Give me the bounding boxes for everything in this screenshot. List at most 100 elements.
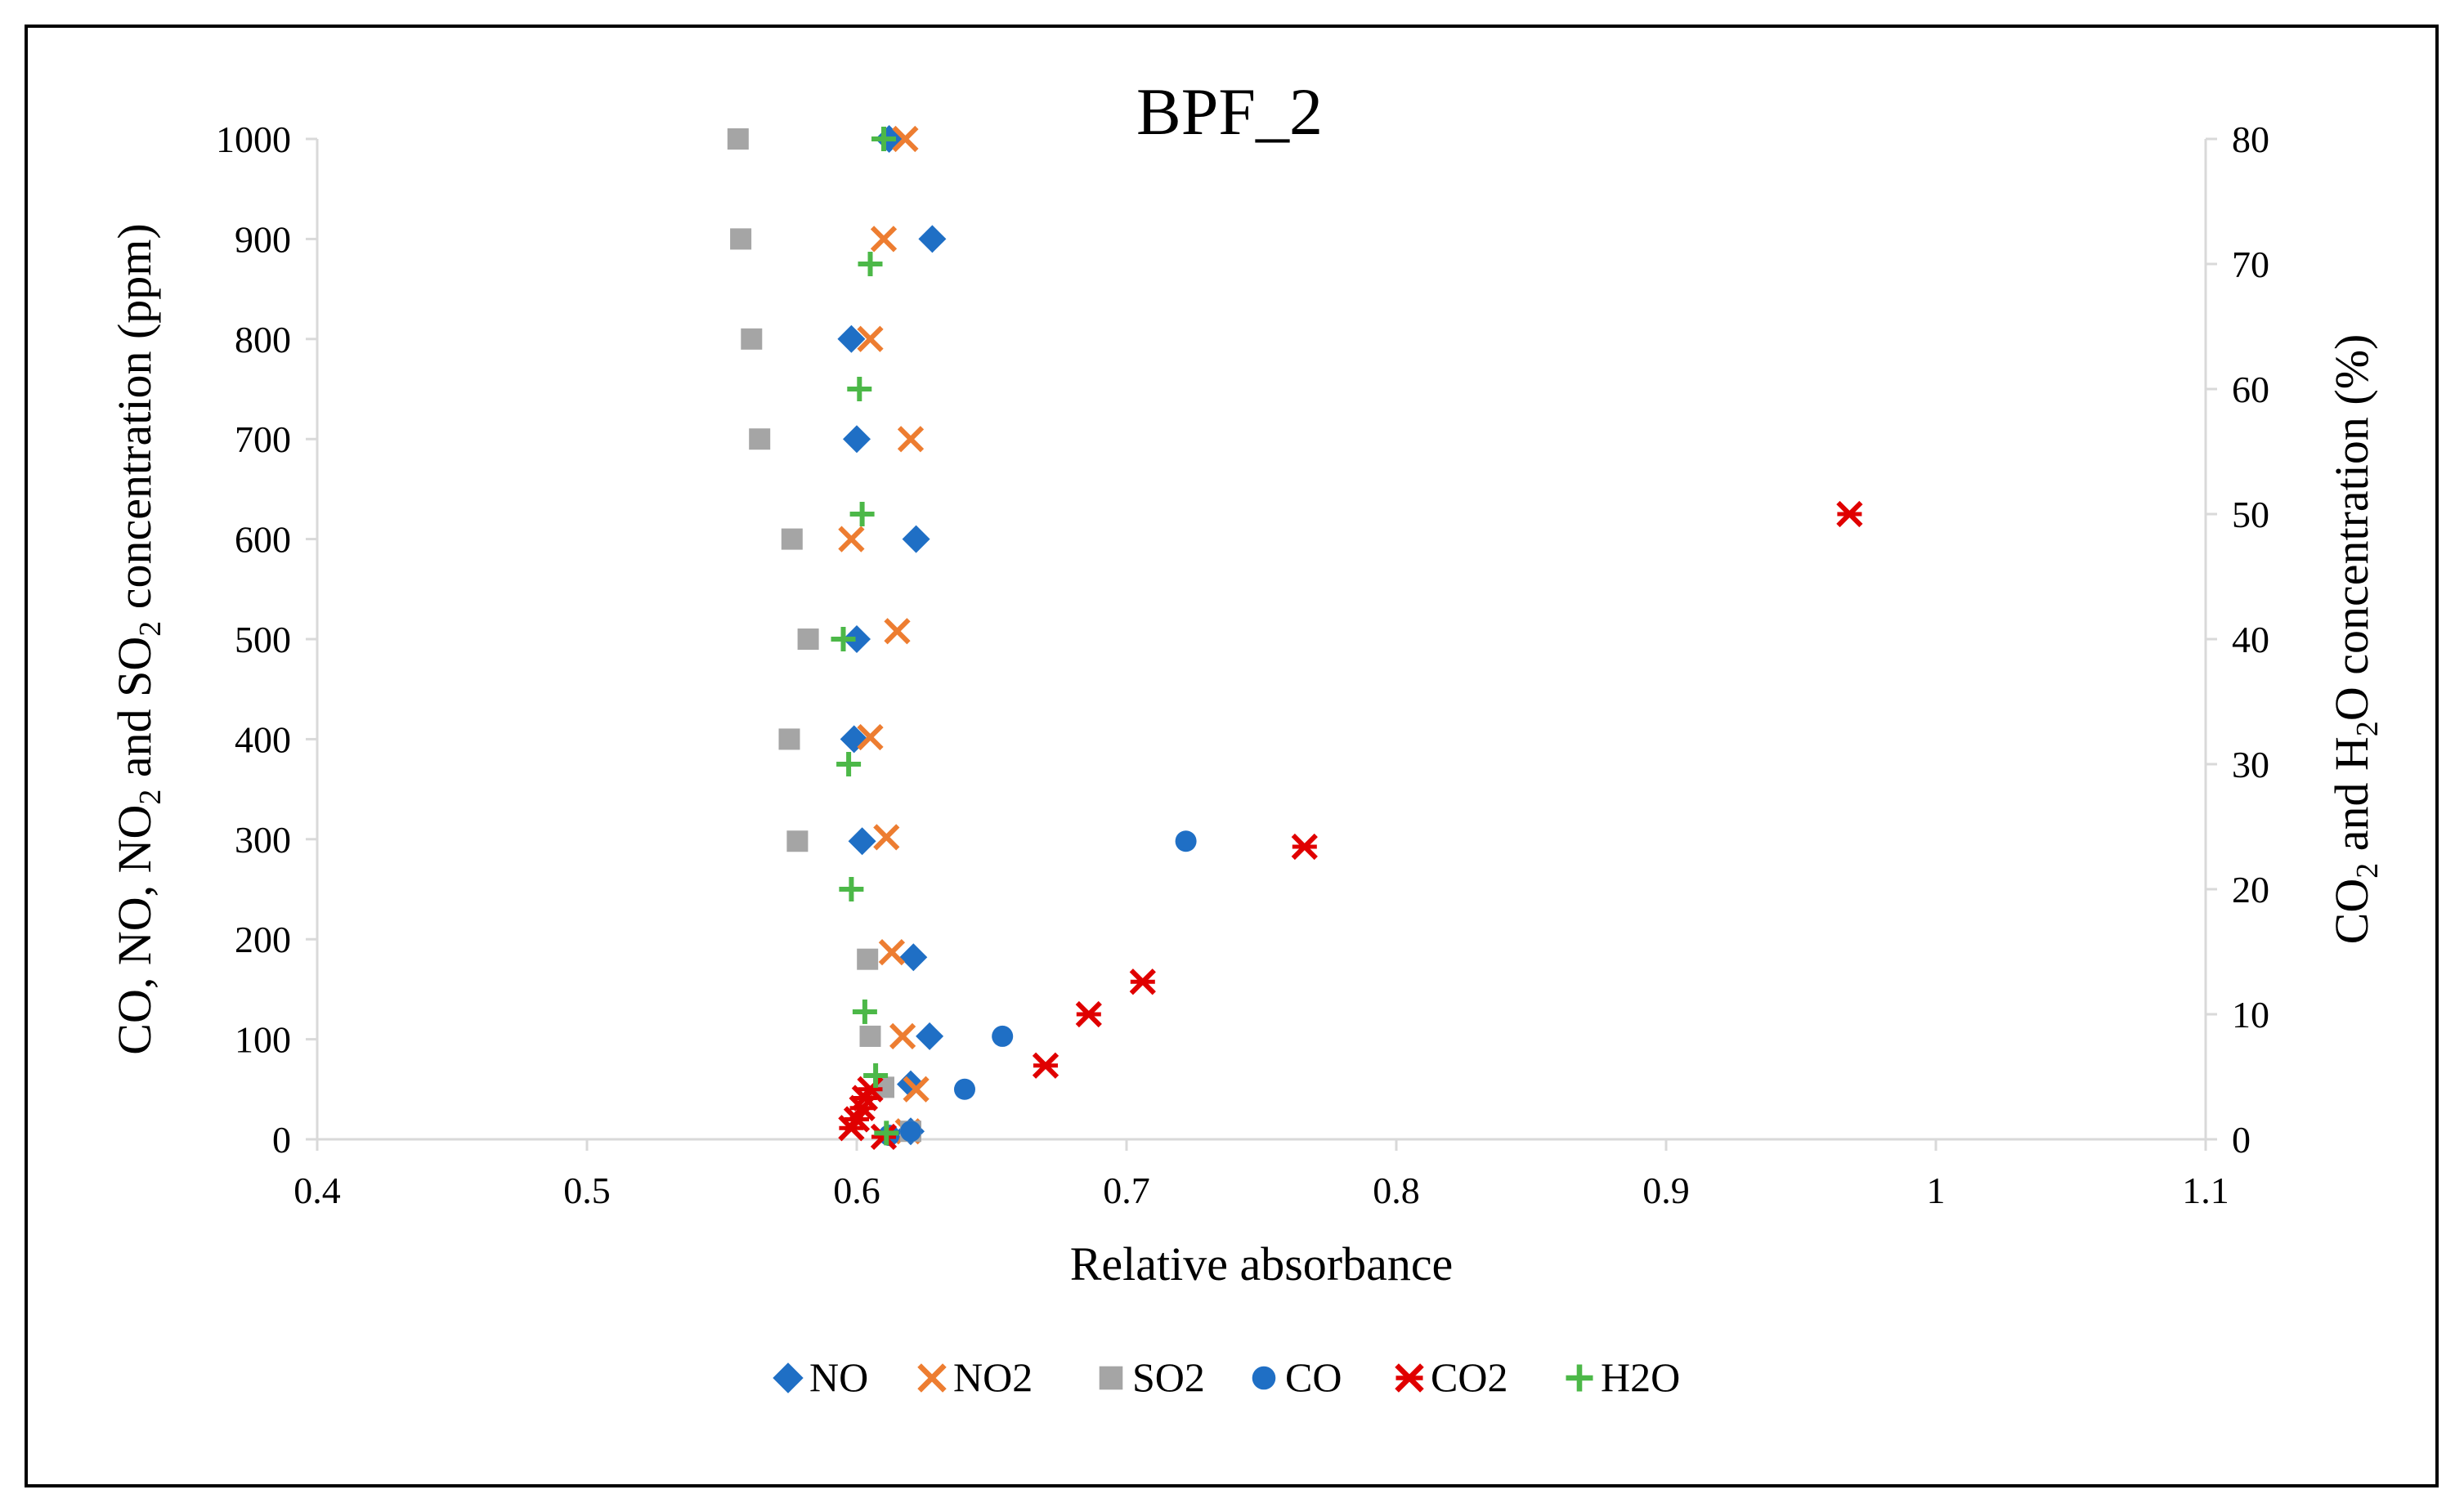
data-point-co2 (1075, 1000, 1102, 1028)
square-marker (778, 728, 800, 750)
square-marker (727, 128, 749, 150)
diamond-marker (902, 525, 930, 553)
data-point-so2 (781, 528, 803, 550)
circle-marker (900, 1121, 921, 1143)
axis-title-segment: concentration (ppm) (108, 223, 161, 620)
y-tick-label: 600 (235, 519, 291, 561)
x-tick-label: 1 (1927, 1170, 1946, 1211)
diamond-marker (899, 943, 928, 972)
data-point-no2 (873, 824, 900, 851)
x-marker-stroke (857, 325, 884, 352)
data-point-no (837, 324, 866, 353)
data-point-co2 (838, 1115, 865, 1142)
axis-title-segment: O concentration (%) (2325, 334, 2378, 721)
legend-item-so2: SO2 (1099, 1354, 1205, 1400)
square-marker (786, 830, 809, 852)
axis-title-segment: CO, NO, NO (108, 805, 161, 1055)
x-tick-label: 1.1 (2182, 1170, 2229, 1211)
axis-title-segment: and H (2325, 736, 2378, 863)
y2-axis-title: CO2 and H2O concentration (%) (2325, 334, 2385, 945)
x-marker-stroke (884, 618, 911, 645)
diamond-marker (916, 1022, 944, 1050)
legend-item-no2: NO2 (917, 1354, 1033, 1400)
x-marker-stroke (892, 125, 919, 153)
legend-item-co2: CO2 (1395, 1354, 1507, 1400)
y2-tick-label: 30 (2232, 744, 2269, 785)
axis-title-segment: CO (2325, 879, 2378, 945)
data-point-co (1175, 830, 1197, 852)
legend-marker-h2o (1566, 1364, 1593, 1392)
square-marker (730, 228, 752, 250)
y-axis-title: CO, NO, NO2 and SO2 concentration (ppm) (108, 223, 168, 1054)
subscript: 2 (133, 790, 168, 805)
x-marker-stroke (870, 226, 898, 253)
data-point-co2 (1032, 1052, 1060, 1079)
data-point-h2o (836, 752, 862, 776)
subscript: 2 (133, 621, 168, 637)
legend: NO NO2 SO2 CO CO2 H2O (773, 1354, 1680, 1400)
legend-item-no: NO (773, 1354, 868, 1400)
square-marker (859, 1025, 881, 1047)
data-point-co2 (1129, 968, 1156, 995)
data-point-co2 (870, 1123, 898, 1151)
data-point-co (954, 1078, 975, 1100)
square-marker (857, 948, 879, 970)
data-point-so2 (857, 948, 879, 970)
circle-marker (954, 1078, 975, 1100)
data-point-no2 (870, 226, 898, 253)
y2-tick-label: 50 (2232, 494, 2269, 535)
diamond-marker (773, 1362, 804, 1393)
legend-marker-co (1252, 1366, 1276, 1390)
x-marker-stroke (889, 1022, 916, 1050)
diamond-marker (837, 324, 866, 353)
legend-item-h2o: H2O (1566, 1354, 1680, 1400)
square-marker (781, 528, 803, 550)
data-point-h2o (839, 877, 864, 901)
x-marker-stroke (897, 426, 925, 453)
legend-marker-co2 (1395, 1363, 1424, 1393)
data-point-co2 (1291, 833, 1318, 861)
chart-title: BPF_2 (1136, 74, 1323, 149)
data-point-no2 (878, 938, 906, 966)
legend-marker-no (773, 1362, 804, 1393)
legend-label: SO2 (1132, 1354, 1205, 1400)
legend-label: CO2 (1431, 1354, 1507, 1400)
y-tick-label: 300 (235, 819, 291, 861)
diamond-marker (848, 827, 876, 856)
data-point-so2 (786, 830, 809, 852)
x-marker-stroke (917, 1363, 947, 1393)
subscript: 2 (2350, 721, 2385, 736)
data-point-h2o (858, 252, 883, 276)
y2-tick-label: 20 (2232, 869, 2269, 910)
axes (306, 137, 2217, 1151)
x-tick-label: 0.4 (293, 1170, 341, 1211)
data-point-co (900, 1121, 921, 1143)
data-point-no2 (889, 1022, 916, 1050)
legend-marker-so2 (1099, 1366, 1123, 1390)
circle-marker (992, 1025, 1014, 1047)
y2-tick-label: 40 (2232, 619, 2269, 660)
data-point-no (916, 1022, 944, 1050)
y-tick-label: 900 (235, 218, 291, 260)
diamond-marker (843, 625, 871, 653)
square-marker (741, 328, 763, 350)
x-tick-label: 0.9 (1642, 1170, 1690, 1211)
legend-item-co: CO (1252, 1354, 1342, 1400)
y-tick-label: 400 (235, 718, 291, 760)
legend-label: CO (1285, 1354, 1342, 1400)
data-point-h2o (847, 377, 872, 401)
x-axis-title: Relative absorbance (1070, 1237, 1454, 1291)
chart-frame: 0.4 0.5 0.6 0.7 0.8 0.9 1 1.1 0 100 200 300 400 500 60… (25, 25, 2439, 1487)
data-point-h2o (831, 627, 856, 651)
x-tick-label: 0.7 (1103, 1170, 1150, 1211)
data-point-no (918, 225, 947, 253)
square-marker (749, 428, 771, 450)
data-point-so2 (749, 428, 771, 450)
data-point-no (848, 827, 876, 856)
data-point-no (843, 625, 871, 653)
data-point-co2 (1836, 500, 1863, 528)
square-marker (797, 629, 819, 650)
y2-tick-label: 80 (2232, 119, 2269, 160)
diamond-marker (918, 225, 947, 253)
circle-marker (1252, 1366, 1276, 1390)
